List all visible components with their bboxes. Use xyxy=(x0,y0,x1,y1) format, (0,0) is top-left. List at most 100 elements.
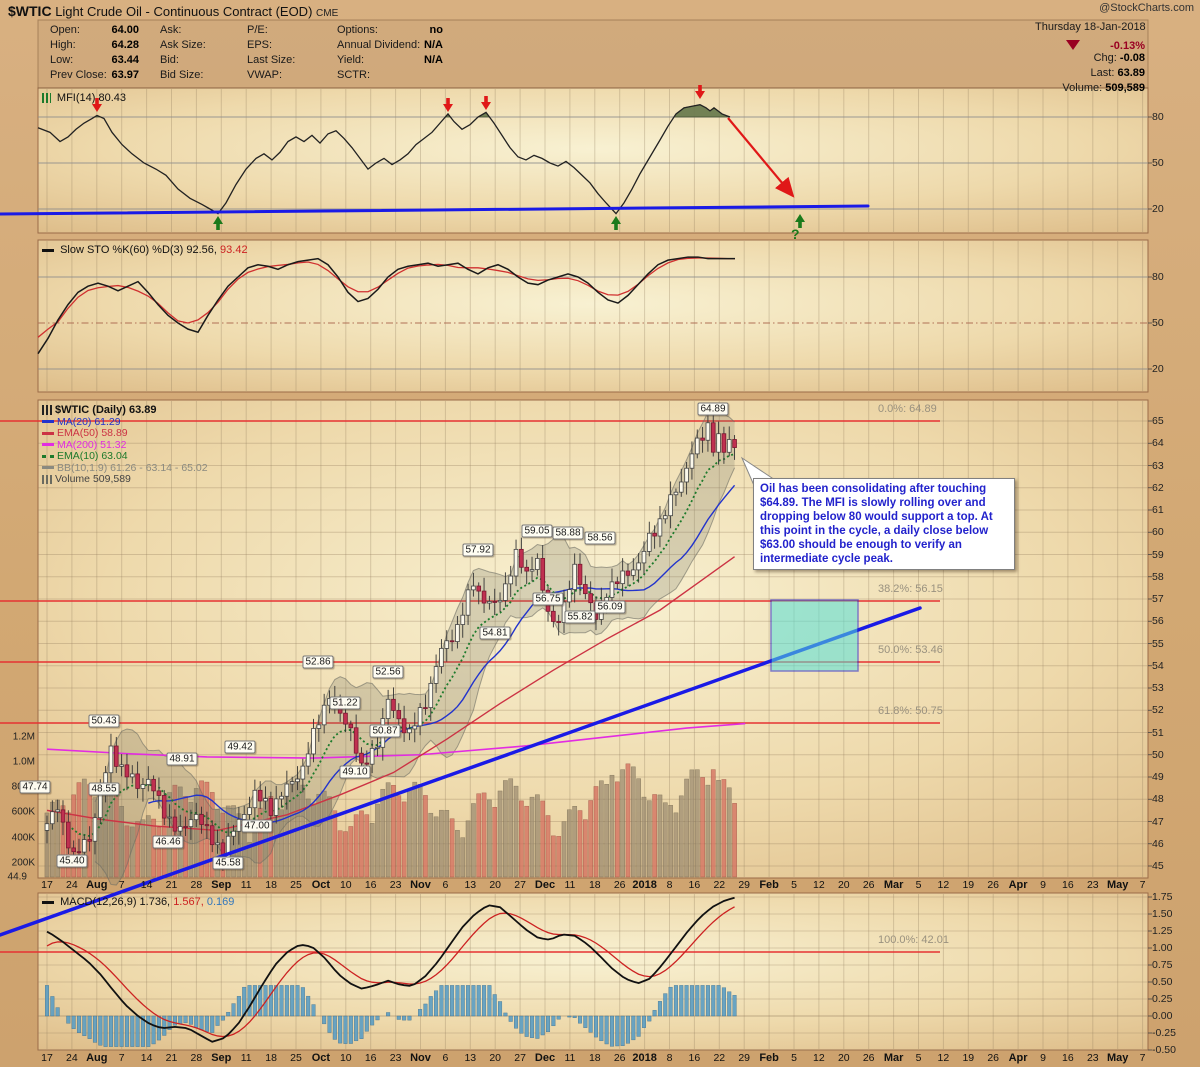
legend-chip xyxy=(42,454,54,458)
sto-legend-k: Slow STO %K(60) %D(3) 92.56, xyxy=(60,244,217,256)
date-tick: 11 xyxy=(564,1052,576,1064)
last-row: Last: 63.89 xyxy=(1035,67,1145,79)
date-tick: 26 xyxy=(613,879,626,891)
date-tick: 28 xyxy=(190,879,203,891)
quote-label: Options: xyxy=(337,24,378,36)
legend-chip xyxy=(42,443,54,447)
exchange: CME xyxy=(316,8,339,19)
chart-title: $WTIC Light Crude Oil - Continuous Contr… xyxy=(8,3,338,19)
quote-label: Annual Dividend: xyxy=(337,39,421,51)
legend-text: Volume 509,589 xyxy=(55,473,131,485)
date-tick: 23 xyxy=(1086,879,1099,891)
change-percent: -0.13% xyxy=(1110,40,1145,52)
date-tick: 18 xyxy=(588,879,601,891)
change-percent-row: -0.13% xyxy=(1035,36,1145,54)
macd-legend-main: MACD(12,26,9) 1.736, xyxy=(60,896,171,908)
volume-axis-tick: 1.2M xyxy=(12,731,35,743)
date-tick: 25 xyxy=(290,1052,302,1064)
date-tick: 8 xyxy=(666,1052,673,1064)
price-legend-row: BB(10,1.9) 61.26 - 63.14 - 65.02 xyxy=(42,462,208,475)
quote-label: Last Size: xyxy=(247,54,296,66)
price-legend-row: Volume 509,589 xyxy=(42,473,131,486)
date-tick: 27 xyxy=(514,879,526,891)
axis-tick: 57 xyxy=(1152,593,1164,605)
date-tick: 20 xyxy=(489,879,502,891)
legend-chip xyxy=(42,420,54,424)
axis-tick: 20 xyxy=(1152,203,1164,215)
price-callout: 58.56 xyxy=(584,531,616,545)
price-callout: 48.91 xyxy=(166,752,198,766)
date-tick: 18 xyxy=(265,1052,277,1064)
axis-tick: 50 xyxy=(1152,317,1164,329)
price-callout: 50.87 xyxy=(369,724,401,738)
date-tick: 26 xyxy=(862,1052,875,1064)
date-tick: 13 xyxy=(464,1052,477,1064)
fib-level-label: 50.0%: 53.46 xyxy=(878,644,943,656)
axis-tick: 20 xyxy=(1152,363,1164,375)
axis-tick: 1.75 xyxy=(1152,891,1173,903)
volume-icon xyxy=(42,474,52,484)
date-tick: Sep xyxy=(211,1052,232,1064)
axis-tick: 58 xyxy=(1152,570,1164,583)
date-tick: 14 xyxy=(140,1052,153,1064)
date-tick: 18 xyxy=(588,1052,601,1064)
date-tick: Nov xyxy=(410,1052,431,1064)
date-tick: Oct xyxy=(311,1052,331,1064)
axis-tick: 80 xyxy=(1152,271,1164,283)
price-legend-row: EMA(50) 58.89 xyxy=(42,427,128,440)
date-tick: 9 xyxy=(1040,1052,1046,1064)
axis-tick: 0.25 xyxy=(1152,993,1173,1005)
chg-row: Chg: -0.08 xyxy=(1035,52,1145,64)
chg-value: -0.08 xyxy=(1119,52,1145,64)
price-callout: 59.05 xyxy=(521,524,553,538)
question-mark: ? xyxy=(791,226,800,242)
price-callout: 56.09 xyxy=(594,600,626,614)
date-tick: 6 xyxy=(442,1052,449,1064)
date-tick: Dec xyxy=(534,879,556,891)
axis-tick: 53 xyxy=(1152,682,1164,694)
date-tick: May xyxy=(1106,879,1129,891)
axis-tick: 80 xyxy=(1152,111,1164,123)
chg-label: Chg: xyxy=(1093,52,1117,64)
date-tick: 17 xyxy=(41,1052,53,1064)
price-callout: 52.86 xyxy=(302,655,334,669)
price-legend-row: MA(200) 51.32 xyxy=(42,439,126,452)
volume-axis-tick: 200K xyxy=(11,857,35,869)
date-tick: 26 xyxy=(862,879,875,891)
quote-value: 63.97 xyxy=(111,69,139,81)
legend-text: $WTIC (Daily) 63.89 xyxy=(55,404,157,416)
quote-value: N/A xyxy=(424,54,443,66)
date-tick: 16 xyxy=(688,879,701,891)
price-callout: 52.56 xyxy=(372,665,404,679)
down-triangle-icon xyxy=(1065,39,1080,50)
axis-tick: 45 xyxy=(1152,860,1164,872)
volume-value: 509,589 xyxy=(1105,82,1145,94)
date-tick: 16 xyxy=(364,879,377,891)
date-tick: 23 xyxy=(1086,1052,1099,1064)
axis-tick: 48 xyxy=(1152,793,1164,806)
date-tick: May xyxy=(1106,1052,1129,1064)
axis-tick: 1.25 xyxy=(1152,925,1173,937)
date-tick: Mar xyxy=(883,1052,904,1064)
date-tick: 18 xyxy=(265,879,277,891)
date-tick: 10 xyxy=(339,879,352,891)
date-tick: 12 xyxy=(937,1052,950,1064)
sto-legend-d: 93.42 xyxy=(220,244,248,256)
date-tick: 29 xyxy=(738,1052,751,1064)
quote-label: Ask Size: xyxy=(160,39,206,51)
date-tick: 5 xyxy=(915,1052,922,1064)
date-tick: 12 xyxy=(937,879,950,891)
axis-tick: 60 xyxy=(1152,526,1164,539)
quote-label: Open: xyxy=(50,24,80,36)
stockcharts-credit: @StockCharts.com xyxy=(1099,2,1194,14)
macd-legend-signal: 1.567, xyxy=(173,896,204,908)
price-callout: 46.46 xyxy=(152,835,184,849)
date-tick: 24 xyxy=(66,1052,78,1064)
axis-tick: 0.00 xyxy=(1152,1010,1173,1022)
quote-value: 64.28 xyxy=(111,39,139,51)
date-tick: 20 xyxy=(489,1052,502,1064)
price-callout: 45.58 xyxy=(212,856,244,870)
axis-tick: 59 xyxy=(1152,548,1164,561)
date-tick: 26 xyxy=(613,1052,626,1064)
price-callout: 57.92 xyxy=(462,543,494,557)
